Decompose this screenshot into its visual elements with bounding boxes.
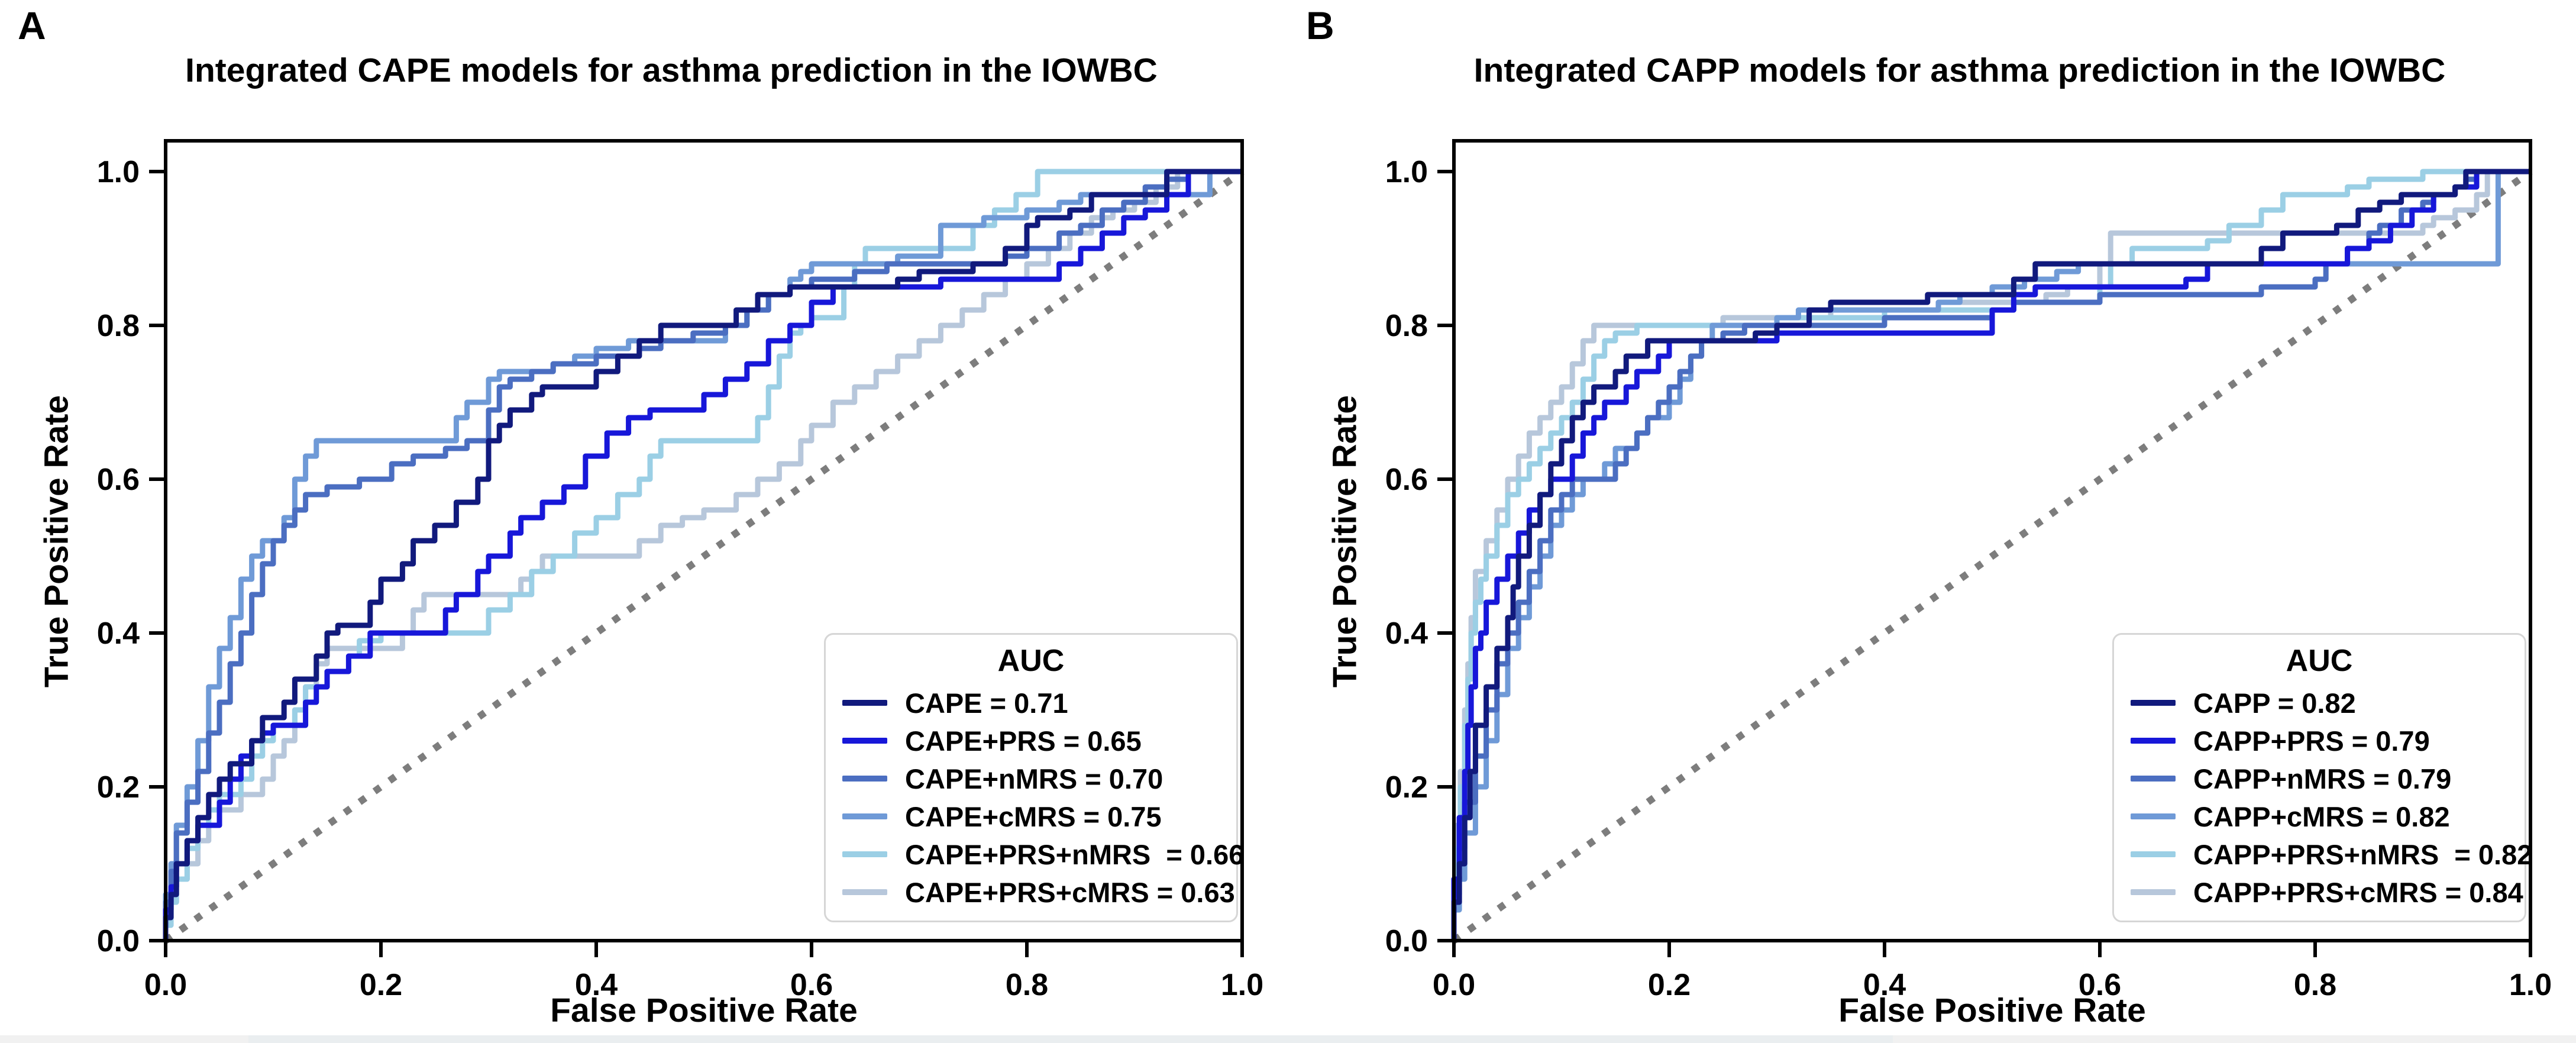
panel-b-legend: AUC CAPP = 0.82 CAPP+PRS = 0.79 CAPP+nMRS … xyxy=(2112,633,2532,923)
roc-curve-CAPE+PRS xyxy=(163,169,1242,941)
x-tick-label: 0.4 xyxy=(1863,968,1906,1002)
y-tick-label: 1.0 xyxy=(1385,155,1428,189)
x-tick-label: 0.2 xyxy=(360,968,402,1002)
legend-item-label: CAPP+nMRS = 0.79 xyxy=(2193,763,2452,795)
legend-item: CAPP = 0.82 xyxy=(2114,684,2525,722)
cropped-content-artifact xyxy=(0,1035,2576,1043)
panel-a-roc-plot: 0.0 0.2 0.4 0.6 0.8 1.0 0.0 0.2 0.4 0.6 0.8 1.0 xyxy=(97,139,1263,1002)
legend-swatch xyxy=(842,738,887,744)
legend-swatch xyxy=(2131,813,2176,820)
y-tick-label: 0.6 xyxy=(97,463,140,497)
x-tick-label: 0.8 xyxy=(1006,968,1048,1002)
legend-item: CAPE+PRS+cMRS = 0.63 xyxy=(826,873,1236,911)
legend-item-label: CAPP+cMRS = 0.82 xyxy=(2193,800,2450,832)
legend-swatch xyxy=(842,700,887,706)
roc-curve-CAPP+PRS xyxy=(1451,169,2530,941)
roc-curve-CAPP xyxy=(1451,169,2530,941)
legend-item-label: CAPE+cMRS = 0.75 xyxy=(905,800,1162,832)
x-tick-label: 0.4 xyxy=(575,968,618,1002)
legend-item-label: CAPP+PRS = 0.79 xyxy=(2193,725,2430,757)
y-tick-label: 0.0 xyxy=(1385,924,1428,958)
legend-swatch xyxy=(2131,776,2176,782)
legend-item: CAPE+PRS = 0.65 xyxy=(826,722,1236,760)
legend-items: CAPE = 0.71 CAPE+PRS = 0.65 CAPE+nMRS = 0.… xyxy=(826,684,1244,911)
legend-swatch xyxy=(842,889,887,896)
legend-item: CAPE+cMRS = 0.75 xyxy=(826,797,1236,835)
plot-frame xyxy=(1452,139,2532,942)
legend-item: CAPP+cMRS = 0.82 xyxy=(2114,797,2525,835)
legend-swatch xyxy=(2131,889,2176,896)
y-tick-label: 0.4 xyxy=(1385,616,1428,651)
cropped-content-artifact-segment xyxy=(248,1035,1893,1043)
legend-title: AUC xyxy=(997,644,1065,678)
panel-b-x-axis-title: False Positive Rate xyxy=(1838,992,2146,1029)
legend-item: CAPP+PRS+nMRS = 0.82 xyxy=(2114,835,2532,873)
panel-a-title: Integrated CAPE models for asthma predic… xyxy=(185,51,1158,89)
x-tick-label: 0.0 xyxy=(144,968,187,1002)
legend-item: CAPE = 0.71 xyxy=(826,684,1236,722)
x-tick-label: 0.6 xyxy=(790,968,833,1002)
legend-item-label: CAPP+PRS+cMRS = 0.84 xyxy=(2193,876,2523,908)
legend-item: CAPP+PRS+cMRS = 0.84 xyxy=(2114,873,2525,911)
x-tick-label: 0.0 xyxy=(1433,968,1475,1002)
legend-item: CAPP+nMRS = 0.79 xyxy=(2114,760,2525,797)
roc-curve-CAPP+PRS+cMRS xyxy=(1451,169,2530,941)
roc-curve-CAPE+cMRS xyxy=(163,169,1242,941)
roc-curve-CAPP+nMRS xyxy=(1451,169,2530,941)
panel-a: A Integrated CAPE models for asthma pred… xyxy=(18,4,1263,1029)
chance-diagonal xyxy=(1452,169,2533,944)
legend-swatch xyxy=(842,851,887,858)
legend-swatch xyxy=(2131,700,2176,706)
chance-diagonal xyxy=(163,169,1245,944)
legend-swatch xyxy=(2131,851,2176,858)
legend-item-label: CAPE+PRS+nMRS = 0.66 xyxy=(905,838,1245,870)
legend-item-label: CAPE+PRS+cMRS = 0.63 xyxy=(905,876,1235,908)
x-tick-label: 1.0 xyxy=(2509,968,2552,1002)
plot-frame xyxy=(164,139,1244,942)
roc-curve-CAPP+PRS+nMRS xyxy=(1451,169,2530,941)
y-tick-label: 0.0 xyxy=(97,924,140,958)
panel-b-roc-plot: 0.0 0.2 0.4 0.6 0.8 1.0 0.0 0.2 0.4 0.6 0.8 1.0 xyxy=(1385,139,2552,1002)
roc-curve-CAPE xyxy=(163,169,1242,941)
y-tick-label: 0.6 xyxy=(1385,463,1428,497)
roc-curve-CAPE+nMRS xyxy=(163,169,1242,941)
x-tick-label: 0.8 xyxy=(2294,968,2336,1002)
legend-item: CAPP+PRS = 0.79 xyxy=(2114,722,2525,760)
legend-items: CAPP = 0.82 CAPP+PRS = 0.79 CAPP+nMRS = 0.… xyxy=(2114,684,2532,911)
panel-a-label: A xyxy=(18,4,46,47)
y-tick-label: 0.8 xyxy=(97,309,140,343)
legend-swatch xyxy=(2131,738,2176,744)
legend-item: CAPE+nMRS = 0.70 xyxy=(826,760,1236,797)
roc-curve-CAPE+PRS+cMRS xyxy=(163,169,1242,941)
y-tick-label: 0.2 xyxy=(97,770,140,805)
legend-swatch xyxy=(842,813,887,820)
y-tick-label: 0.4 xyxy=(97,616,140,651)
y-tick-label: 1.0 xyxy=(97,155,140,189)
x-tick-label: 0.2 xyxy=(1648,968,1691,1002)
legend-item: CAPE+PRS+nMRS = 0.66 xyxy=(826,835,1244,873)
panel-a-x-axis-title: False Positive Rate xyxy=(550,992,858,1029)
legend-item-label: CAPE = 0.71 xyxy=(905,687,1068,719)
legend-title: AUC xyxy=(2286,644,2353,678)
panel-b: B Integrated CAPP models for asthma pred… xyxy=(1288,0,2576,1043)
legend-item-label: CAPP+PRS+nMRS = 0.82 xyxy=(2193,838,2533,870)
legend-item-label: CAPE+PRS = 0.65 xyxy=(905,725,1142,757)
legend-swatch xyxy=(842,776,887,782)
x-tick-label: 1.0 xyxy=(1221,968,1263,1002)
legend-item-label: CAPE+nMRS = 0.70 xyxy=(905,763,1163,795)
panel-a-legend: AUC CAPE = 0.71 CAPE+PRS = 0.65 CAPE+nMRS … xyxy=(824,633,1244,923)
legend-item-label: CAPP = 0.82 xyxy=(2193,687,2356,719)
x-tick-label: 0.6 xyxy=(2079,968,2121,1002)
panel-b-title: Integrated CAPP models for asthma predic… xyxy=(1473,51,2446,89)
y-tick-label: 0.2 xyxy=(1385,770,1428,805)
panel-b-label: B xyxy=(1306,4,1334,47)
y-tick-label: 0.8 xyxy=(1385,309,1428,343)
